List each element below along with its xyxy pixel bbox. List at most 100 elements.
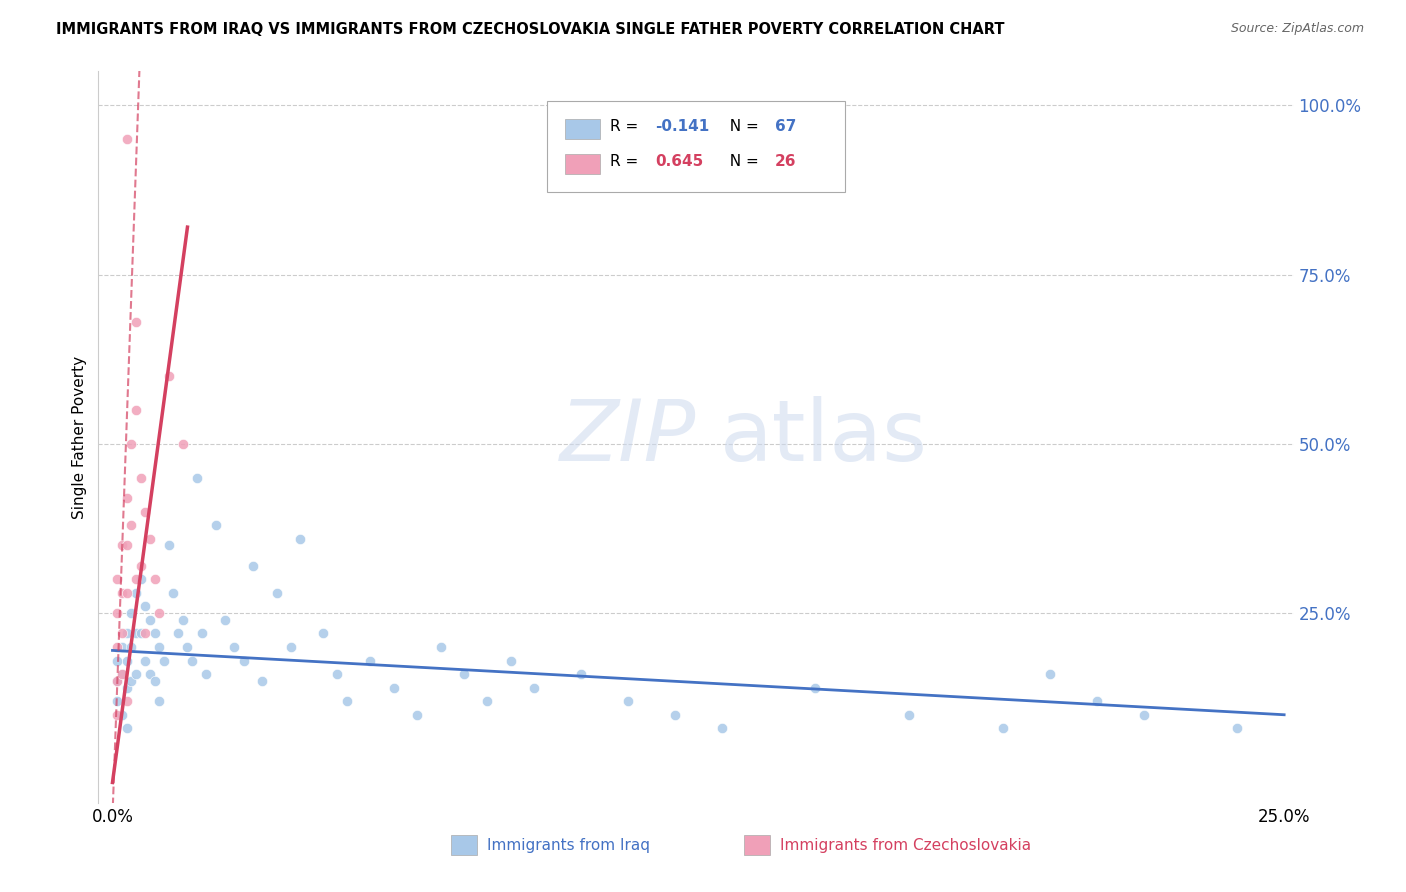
Point xyxy=(120,437,142,451)
Point xyxy=(115,654,138,668)
Point xyxy=(204,518,226,533)
Point xyxy=(664,707,686,722)
Point xyxy=(143,673,166,688)
Point xyxy=(1039,667,1062,681)
Point xyxy=(477,694,499,708)
Point xyxy=(125,626,148,640)
Point xyxy=(111,667,134,681)
Text: IMMIGRANTS FROM IRAQ VS IMMIGRANTS FROM CZECHOSLOVAKIA SINGLE FATHER POVERTY COR: IMMIGRANTS FROM IRAQ VS IMMIGRANTS FROM … xyxy=(56,22,1005,37)
Point xyxy=(105,707,128,722)
Point xyxy=(804,681,827,695)
Point xyxy=(382,681,405,695)
Point xyxy=(105,606,128,620)
Point xyxy=(120,606,142,620)
Point xyxy=(134,626,156,640)
FancyBboxPatch shape xyxy=(547,101,845,192)
Point xyxy=(134,599,156,614)
Point xyxy=(111,640,134,654)
Point xyxy=(312,626,335,640)
FancyBboxPatch shape xyxy=(565,119,600,139)
Point xyxy=(710,721,733,735)
Point xyxy=(523,681,546,695)
Point xyxy=(252,673,274,688)
Point xyxy=(162,586,184,600)
Point xyxy=(134,505,156,519)
Point xyxy=(148,606,170,620)
Point xyxy=(1226,721,1249,735)
Point xyxy=(176,640,198,654)
Point xyxy=(115,626,138,640)
Text: Immigrants from Czechoslovakia: Immigrants from Czechoslovakia xyxy=(779,838,1031,853)
Point xyxy=(214,613,236,627)
Point xyxy=(120,673,142,688)
Point xyxy=(139,532,162,546)
Point xyxy=(359,654,381,668)
Point xyxy=(195,667,218,681)
Point xyxy=(111,626,134,640)
Point xyxy=(336,694,359,708)
Y-axis label: Single Father Poverty: Single Father Poverty xyxy=(72,356,87,518)
Point xyxy=(181,654,204,668)
Point xyxy=(157,369,180,384)
Text: R =: R = xyxy=(610,153,643,169)
Text: Source: ZipAtlas.com: Source: ZipAtlas.com xyxy=(1230,22,1364,36)
Point xyxy=(105,694,128,708)
Point xyxy=(453,667,475,681)
Point xyxy=(224,640,246,654)
Point xyxy=(153,654,176,668)
Text: ZIP: ZIP xyxy=(560,395,696,479)
Text: N =: N = xyxy=(720,153,763,169)
Point xyxy=(129,471,152,485)
Point xyxy=(190,626,212,640)
Point xyxy=(115,132,138,146)
Point xyxy=(129,572,152,586)
Point xyxy=(1085,694,1108,708)
Point xyxy=(120,518,142,533)
Point xyxy=(105,673,128,688)
Point xyxy=(115,694,138,708)
Point xyxy=(105,673,128,688)
FancyBboxPatch shape xyxy=(565,154,600,175)
Point xyxy=(115,586,138,600)
Point xyxy=(157,538,180,552)
Point xyxy=(429,640,451,654)
Point xyxy=(172,613,194,627)
Point xyxy=(167,626,190,640)
FancyBboxPatch shape xyxy=(744,835,770,855)
Point xyxy=(111,667,134,681)
Point xyxy=(111,707,134,722)
Point xyxy=(111,586,134,600)
Point xyxy=(111,538,134,552)
Point xyxy=(617,694,640,708)
Point xyxy=(991,721,1014,735)
Point xyxy=(139,613,162,627)
Point xyxy=(898,707,921,722)
Text: atlas: atlas xyxy=(720,395,928,479)
Point xyxy=(280,640,302,654)
Point xyxy=(143,572,166,586)
Point xyxy=(1132,707,1154,722)
Text: Immigrants from Iraq: Immigrants from Iraq xyxy=(486,838,650,853)
Point xyxy=(139,667,162,681)
Point xyxy=(125,586,148,600)
Text: -0.141: -0.141 xyxy=(655,119,710,134)
Point xyxy=(406,707,429,722)
Point xyxy=(125,315,148,329)
Point xyxy=(186,471,208,485)
Point xyxy=(569,667,592,681)
Point xyxy=(288,532,311,546)
Point xyxy=(115,721,138,735)
Point xyxy=(148,640,170,654)
Point xyxy=(143,626,166,640)
Point xyxy=(134,654,156,668)
Text: R =: R = xyxy=(610,119,643,134)
Point xyxy=(242,558,264,573)
Point xyxy=(129,558,152,573)
Point xyxy=(232,654,254,668)
Text: N =: N = xyxy=(720,119,763,134)
Point xyxy=(499,654,522,668)
Text: 0.645: 0.645 xyxy=(655,153,703,169)
Point xyxy=(129,626,152,640)
Point xyxy=(125,572,148,586)
Text: 67: 67 xyxy=(775,119,796,134)
